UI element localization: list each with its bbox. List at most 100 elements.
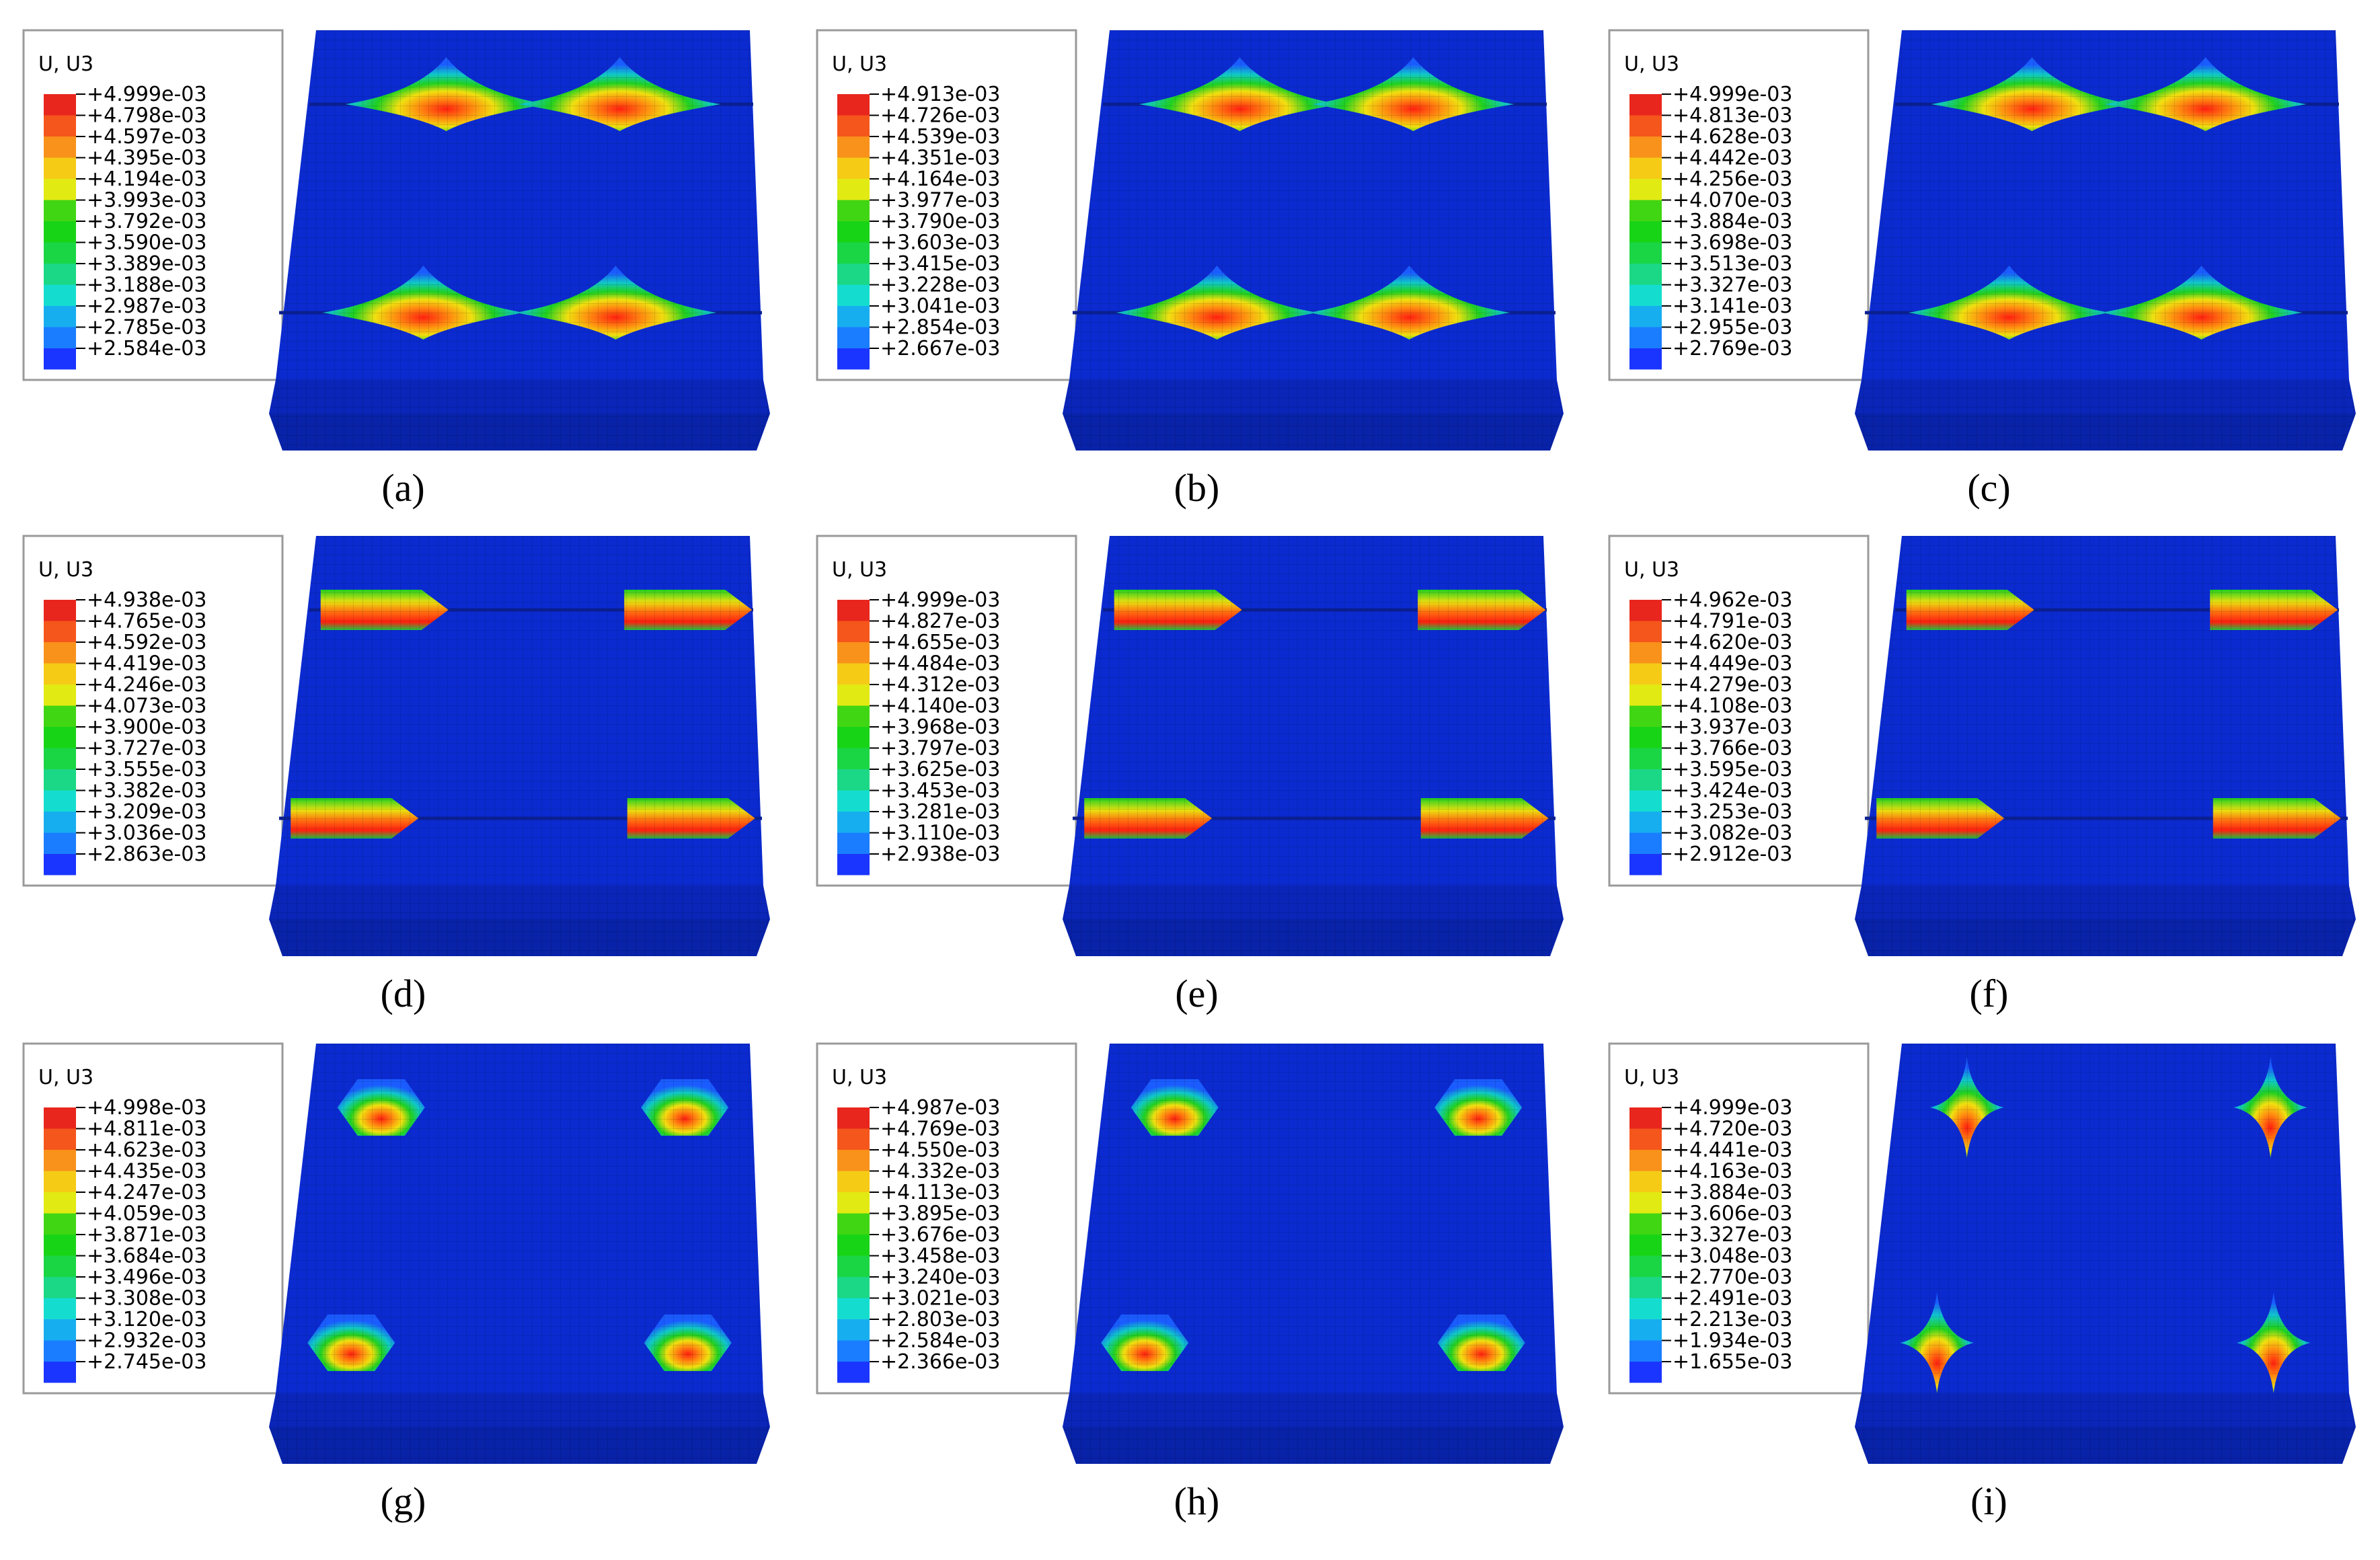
panel-label: (a)	[381, 466, 424, 510]
legend: U, U3 +4.999e-03+4.827e-03+4.655e-03+4.48…	[816, 535, 1077, 887]
color-swatch	[1629, 600, 1662, 621]
color-swatch	[837, 221, 870, 243]
color-swatch	[837, 621, 870, 642]
color-swatch	[837, 1277, 870, 1298]
legend-value: +3.209e-03	[87, 800, 206, 824]
color-swatch	[44, 642, 76, 664]
color-swatch	[837, 306, 870, 327]
legend-value: +4.073e-03	[87, 695, 206, 718]
legend-value: +3.327e-03	[1673, 274, 1792, 297]
color-swatch	[837, 854, 870, 875]
color-swatch	[44, 1298, 76, 1319]
legend-value: +3.555e-03	[87, 758, 206, 781]
legend-title: U, U3	[832, 558, 887, 582]
color-swatch	[1629, 221, 1662, 243]
fem-model	[269, 1044, 770, 1464]
color-scale	[837, 600, 870, 875]
legend-value: +3.790e-03	[880, 210, 1000, 233]
legend-value: +4.999e-03	[1673, 1096, 1792, 1120]
legend-value: +3.792e-03	[87, 210, 206, 233]
hotspot	[1116, 266, 1318, 340]
legend-value: +3.727e-03	[87, 737, 206, 760]
legend-value: +4.539e-03	[880, 125, 1000, 149]
color-swatch	[837, 179, 870, 200]
legend-value: +2.491e-03	[1673, 1287, 1792, 1311]
hotspot	[1130, 1079, 1219, 1136]
legend-value: +3.698e-03	[1673, 231, 1792, 255]
legend-value: +4.449e-03	[1673, 652, 1792, 676]
color-scale	[837, 94, 870, 370]
color-swatch	[1629, 200, 1662, 221]
legend-value: +3.797e-03	[880, 737, 1000, 760]
color-swatch	[837, 1150, 870, 1171]
color-swatch	[1629, 1362, 1662, 1383]
hotspot	[1434, 1079, 1523, 1136]
legend-value: +3.327e-03	[1673, 1223, 1792, 1247]
legend-value: +3.766e-03	[1673, 737, 1792, 760]
legend-value: +4.913e-03	[880, 83, 1000, 106]
hotspot	[1420, 798, 1549, 838]
legend-value: +3.036e-03	[87, 822, 206, 845]
legend-title: U, U3	[38, 52, 93, 76]
legend-value: +4.140e-03	[880, 695, 1000, 718]
hotspot	[2233, 1057, 2308, 1158]
legend-value: +4.163e-03	[1673, 1160, 1792, 1183]
legend-value: +4.987e-03	[880, 1096, 1000, 1120]
legend-value: +3.082e-03	[1673, 822, 1792, 845]
color-swatch	[1629, 94, 1662, 116]
color-swatch	[837, 136, 870, 158]
color-swatch	[1629, 1171, 1662, 1192]
color-scale	[837, 1107, 870, 1383]
legend-value: +4.827e-03	[880, 610, 1000, 633]
color-swatch	[1629, 242, 1662, 264]
legend-value: +2.912e-03	[1673, 843, 1792, 866]
color-swatch	[44, 727, 76, 748]
legend-value: +3.676e-03	[880, 1223, 1000, 1247]
legend-value: +4.628e-03	[1673, 125, 1792, 149]
legend-value: +4.592e-03	[87, 631, 206, 654]
panel-label: (d)	[381, 972, 426, 1015]
color-swatch	[1629, 663, 1662, 685]
legend-title: U, U3	[832, 1066, 887, 1089]
hotspot	[1312, 57, 1514, 131]
color-swatch	[44, 748, 76, 769]
color-swatch	[44, 705, 76, 727]
legend-value: +3.021e-03	[880, 1287, 1000, 1311]
color-swatch	[837, 284, 870, 306]
color-swatch	[44, 1319, 76, 1341]
color-swatch	[837, 348, 870, 370]
legend-value: +3.884e-03	[1673, 1181, 1792, 1204]
legend-value: +3.625e-03	[880, 758, 1000, 781]
color-swatch	[1629, 1192, 1662, 1214]
legend-value: +4.620e-03	[1673, 631, 1792, 654]
color-swatch	[837, 1319, 870, 1341]
panel-f: U, U3 +4.962e-03+4.791e-03+4.620e-03+4.44…	[1608, 535, 2356, 1015]
color-swatch	[1629, 1213, 1662, 1235]
legend-value: +3.389e-03	[87, 252, 206, 276]
hotspot	[322, 266, 525, 340]
legend-value: +2.770e-03	[1673, 1265, 1792, 1289]
color-swatch	[837, 642, 870, 664]
color-swatch	[44, 1362, 76, 1383]
legend-value: +2.785e-03	[87, 316, 206, 340]
legend-value: +3.228e-03	[880, 274, 1000, 297]
legend-value: +3.513e-03	[1673, 252, 1792, 276]
legend-value: +4.256e-03	[1673, 167, 1792, 191]
legend-value: +2.987e-03	[87, 295, 206, 318]
color-swatch	[44, 1255, 76, 1277]
legend-value: +4.395e-03	[87, 147, 206, 170]
hotspot	[2104, 57, 2307, 131]
color-swatch	[44, 812, 76, 833]
legend-value: +3.415e-03	[880, 252, 1000, 276]
legend: U, U3 +4.999e-03+4.813e-03+4.628e-03+4.44…	[1608, 29, 1870, 381]
legend-value: +4.441e-03	[1673, 1138, 1792, 1162]
fem-model	[1063, 536, 1564, 956]
color-swatch	[837, 115, 870, 136]
hotspot	[345, 57, 547, 131]
color-swatch	[44, 1235, 76, 1256]
color-swatch	[44, 1107, 76, 1129]
hotspot	[1900, 1292, 1974, 1393]
color-swatch	[837, 812, 870, 833]
color-swatch	[837, 727, 870, 748]
legend-title: U, U3	[832, 52, 887, 76]
